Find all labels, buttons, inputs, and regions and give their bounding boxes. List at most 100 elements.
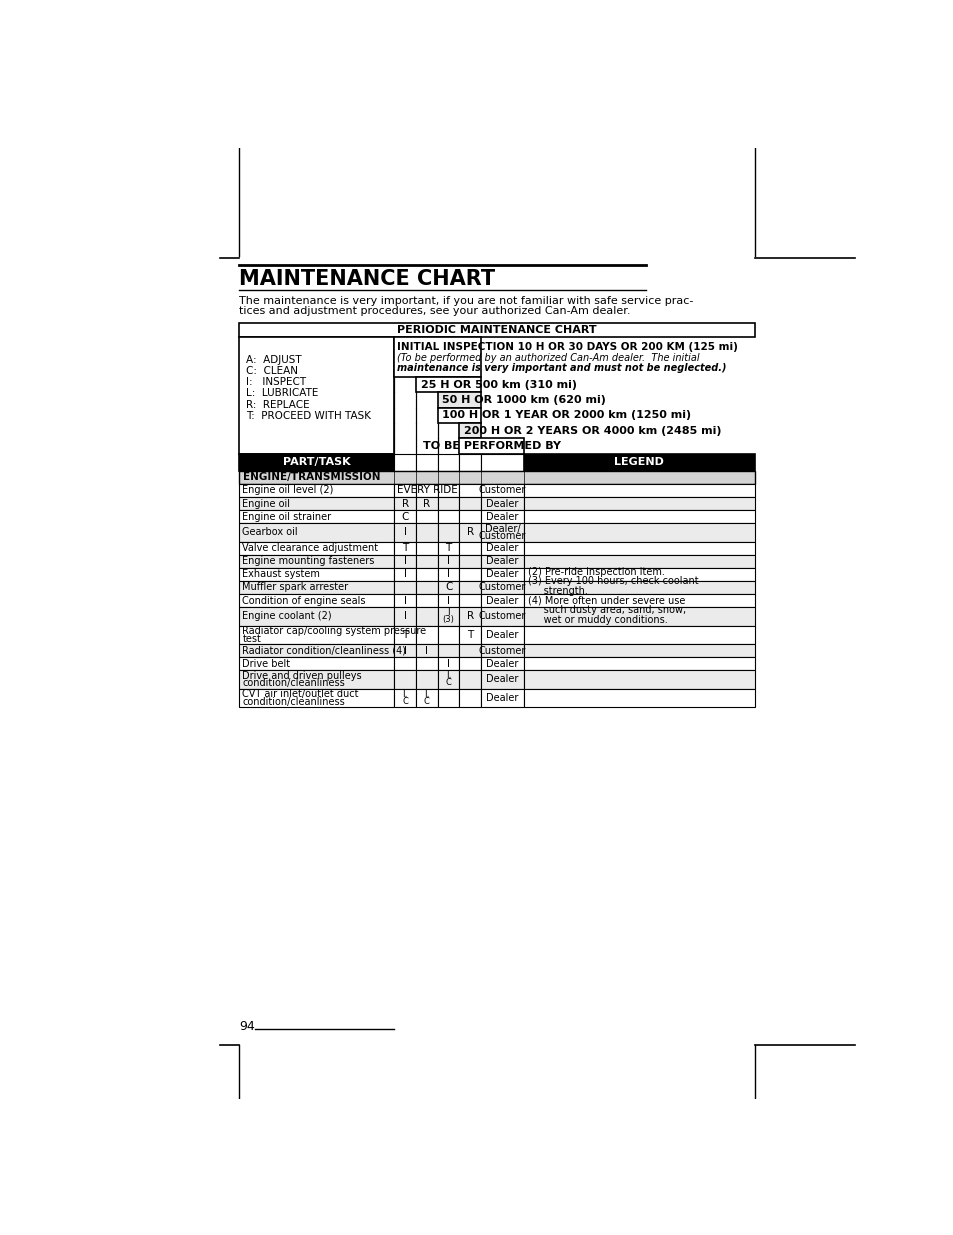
Bar (523, 496, 754, 510)
Bar (523, 568, 754, 580)
Bar (437, 393, 480, 408)
Bar (239, 568, 394, 580)
Bar (239, 671, 394, 689)
Bar (239, 594, 394, 608)
Bar (459, 594, 480, 608)
Bar (437, 524, 459, 542)
Bar (239, 626, 394, 645)
Text: Radiator cap/cooling system pressure: Radiator cap/cooling system pressure (242, 626, 426, 636)
Text: Dealer: Dealer (486, 543, 518, 553)
Bar (394, 524, 416, 542)
Bar (437, 594, 459, 608)
Text: I: I (447, 556, 450, 567)
Text: I: I (403, 595, 406, 605)
Bar (459, 542, 480, 555)
Text: A:  ADJUST: A: ADJUST (245, 354, 301, 366)
Text: Engine coolant (2): Engine coolant (2) (242, 611, 332, 621)
Text: condition/cleanliness: condition/cleanliness (242, 697, 345, 706)
Bar (416, 671, 437, 689)
Text: C: C (402, 697, 408, 705)
Text: 94: 94 (239, 1020, 254, 1032)
Bar (239, 608, 394, 626)
Text: T: T (401, 543, 408, 553)
Text: MAINTENANCE CHART: MAINTENANCE CHART (239, 269, 495, 289)
Text: such dusty area, sand, snow,: such dusty area, sand, snow, (528, 605, 686, 615)
Text: C: C (445, 678, 451, 687)
Text: R: R (401, 499, 408, 509)
Bar (437, 689, 459, 708)
Bar (523, 484, 754, 496)
Bar (437, 496, 459, 510)
Bar (394, 608, 416, 626)
Text: I: I (447, 595, 450, 605)
Bar (480, 608, 523, 626)
Bar (437, 568, 459, 580)
Bar (416, 594, 437, 608)
Text: Dealer: Dealer (486, 511, 518, 521)
Bar (437, 657, 459, 671)
Text: PERIODIC MAINTENANCE CHART: PERIODIC MAINTENANCE CHART (396, 325, 597, 335)
Text: I: I (447, 658, 450, 668)
Text: I: I (425, 646, 428, 656)
Text: ENGINE/TRANSMISSION: ENGINE/TRANSMISSION (243, 472, 380, 483)
Bar (480, 524, 523, 542)
Bar (523, 657, 754, 671)
Text: 200 H OR 2 YEARS OR 4000 km (2485 mi): 200 H OR 2 YEARS OR 4000 km (2485 mi) (464, 426, 720, 436)
Bar (239, 454, 394, 471)
Bar (480, 568, 523, 580)
Text: I,: I, (424, 689, 429, 699)
Text: Customer: Customer (478, 583, 526, 593)
Bar (416, 555, 437, 568)
Bar (459, 496, 480, 510)
Text: T: T (467, 630, 473, 640)
Bar (394, 671, 416, 689)
Bar (416, 580, 437, 594)
Bar (523, 608, 754, 626)
Bar (459, 580, 480, 594)
Bar (416, 542, 437, 555)
Bar (480, 626, 523, 645)
Bar (459, 510, 480, 524)
Bar (394, 594, 416, 608)
Bar (239, 657, 394, 671)
Text: TO BE PERFORMED BY: TO BE PERFORMED BY (422, 441, 560, 451)
Text: I: I (403, 569, 406, 579)
Bar (437, 671, 459, 689)
Bar (239, 689, 394, 708)
Bar (480, 555, 523, 568)
Bar (459, 689, 480, 708)
Bar (437, 580, 459, 594)
Text: wet or muddy conditions.: wet or muddy conditions. (528, 615, 667, 625)
Bar (394, 454, 416, 471)
Text: EVERY RIDE: EVERY RIDE (396, 485, 456, 495)
Bar (459, 424, 480, 438)
Bar (239, 555, 394, 568)
Bar (459, 484, 480, 496)
Bar (437, 484, 459, 496)
Bar (459, 438, 523, 454)
Bar (394, 510, 416, 524)
Text: (To be performed by an authorized Can-Am dealer.  The initial: (To be performed by an authorized Can-Am… (397, 353, 700, 363)
Bar (416, 645, 437, 657)
Bar (437, 542, 459, 555)
Text: Engine oil level (2): Engine oil level (2) (242, 485, 334, 495)
Text: LEGEND: LEGEND (614, 457, 663, 467)
Bar (394, 689, 416, 708)
Text: I,: I, (402, 689, 408, 699)
Text: I:   INSPECT: I: INSPECT (245, 377, 305, 388)
Bar (239, 510, 394, 524)
Text: Muffler spark arrester: Muffler spark arrester (242, 583, 348, 593)
Bar (523, 454, 754, 471)
Bar (416, 524, 437, 542)
Text: Dealer: Dealer (486, 499, 518, 509)
Text: 25 H OR 500 km (310 mi): 25 H OR 500 km (310 mi) (420, 379, 577, 389)
Bar (437, 608, 459, 626)
Text: I: I (403, 527, 406, 537)
Text: C: C (444, 583, 452, 593)
Bar (437, 645, 459, 657)
Bar (437, 555, 459, 568)
Text: R: R (423, 499, 430, 509)
Bar (459, 454, 480, 471)
Text: Drive belt: Drive belt (242, 658, 291, 668)
Bar (416, 377, 480, 393)
